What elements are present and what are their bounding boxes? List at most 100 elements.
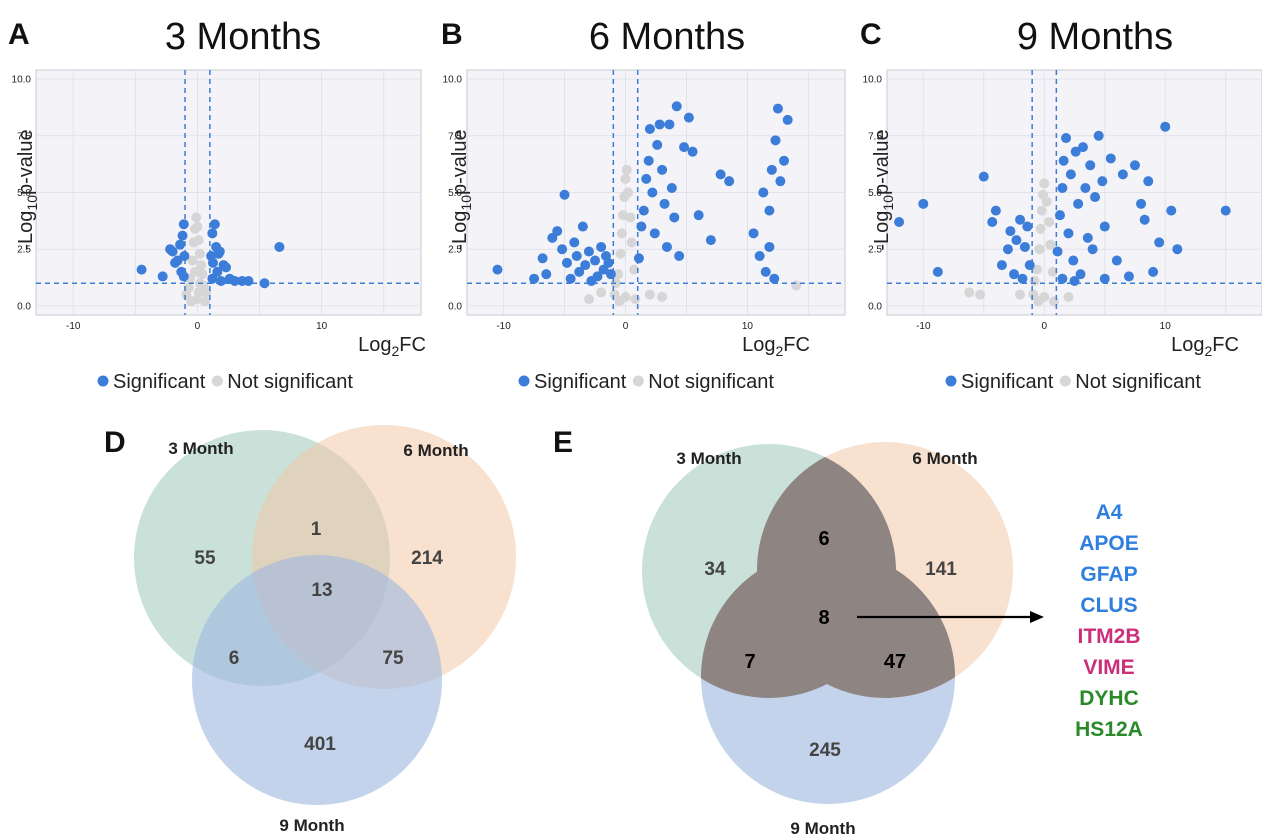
panel-letter-e: E [553, 426, 573, 459]
point-significant [652, 139, 663, 150]
point-significant [638, 205, 649, 216]
y-tick-label: 5.0 [17, 188, 31, 199]
panel-letter-c: C [860, 18, 882, 51]
point-significant [1024, 260, 1035, 271]
gene-label: HS12A [1075, 718, 1143, 741]
gene-label: CLUS [1080, 594, 1137, 617]
point-significant [1111, 255, 1122, 266]
point-significant [657, 164, 668, 175]
x-axis-label: Log2FC [742, 334, 810, 359]
point-significant [918, 198, 929, 209]
point-significant [894, 216, 905, 227]
point-significant [1080, 182, 1091, 193]
point-significant [1166, 205, 1177, 216]
y-tick-label: 2.5 [448, 245, 462, 256]
point-significant [705, 235, 716, 246]
point-not-significant [192, 221, 203, 232]
venn-d-count-all: 13 [311, 580, 332, 601]
point-significant [1099, 221, 1110, 232]
legend-label-significant: Significant [534, 371, 627, 393]
point-significant [1057, 273, 1068, 284]
legend-marker-not-significant [632, 375, 644, 387]
point-significant [592, 271, 603, 282]
x-tick-label: 10 [316, 321, 328, 332]
venn-d-count-3m-9m: 6 [229, 648, 240, 669]
y-tick-label: 7.5 [448, 131, 462, 142]
point-significant [583, 246, 594, 257]
point-significant [1002, 244, 1013, 255]
volcano-panel-c: C 9 Months 0.0 2.5 5.0 7.5 10.0 -10 0 10 -Log10p… [860, 16, 1262, 393]
venn-d-circle-9m [192, 555, 442, 805]
x-tick-label: 0 [623, 321, 629, 332]
point-significant [207, 273, 218, 284]
point-significant [580, 260, 591, 271]
point-significant [537, 253, 548, 264]
point-not-significant [1041, 196, 1052, 207]
venn-d-label-9m: 9 Month [279, 816, 344, 835]
point-significant [664, 119, 675, 130]
y-tick-label: 10.0 [863, 75, 883, 86]
point-significant [679, 142, 690, 153]
venn-panel-d: D 3 Month 6 Month 9 Month 55 214 401 1 6… [104, 425, 516, 835]
point-not-significant [626, 237, 637, 248]
point-significant [666, 182, 677, 193]
venn-e-count-3m-only: 34 [704, 559, 726, 580]
point-significant [214, 246, 225, 257]
venn-d-count-3m-only: 55 [194, 548, 216, 569]
legend-marker-not-significant [1059, 375, 1071, 387]
gene-label: APOE [1079, 532, 1139, 555]
point-significant [541, 269, 552, 280]
point-significant [492, 264, 503, 275]
venn-d-count-3m-6m: 1 [311, 519, 322, 540]
point-significant [990, 205, 1001, 216]
venn-e-count-3m-6m: 6 [818, 528, 829, 550]
point-significant [932, 266, 943, 277]
point-significant [754, 251, 765, 262]
y-tick-label: 7.5 [17, 131, 31, 142]
point-significant [1143, 176, 1154, 187]
y-tick-label: 5.0 [448, 188, 462, 199]
point-significant [996, 260, 1007, 271]
arrow-head-icon [1030, 611, 1044, 623]
volcano-panel-a: A 3 Months 0.0 2.5 5.0 7.5 10.0 -10 0 10 -Log10p… [8, 16, 426, 393]
point-significant [1172, 244, 1183, 255]
venn-e-count-9m-only: 245 [809, 740, 841, 761]
point-significant [569, 237, 580, 248]
point-not-significant [193, 235, 204, 246]
point-significant [1057, 182, 1068, 193]
point-significant [1129, 160, 1140, 171]
y-axis-label: -Log10p-value [15, 129, 40, 250]
point-significant [1105, 153, 1116, 164]
x-axis-label: Log2FC [1171, 334, 1239, 359]
point-significant [772, 103, 783, 114]
point-not-significant [1036, 205, 1047, 216]
point-significant [659, 198, 670, 209]
point-significant [1085, 160, 1096, 171]
point-not-significant [1015, 289, 1026, 300]
point-significant [687, 146, 698, 157]
point-significant [596, 241, 607, 252]
x-tick-label: 10 [742, 321, 754, 332]
point-significant [669, 212, 680, 223]
point-significant [1054, 210, 1065, 221]
point-significant [1022, 221, 1033, 232]
point-significant [1097, 176, 1108, 187]
point-significant [1148, 266, 1159, 277]
x-tick-label: 0 [1041, 321, 1047, 332]
volcano-panel-b: B 6 Months 0.0 2.5 5.0 7.5 10.0 -10 0 10 -Log10p… [441, 16, 846, 393]
point-significant [766, 164, 777, 175]
point-significant [693, 210, 704, 221]
volcano-title-3m: 3 Months [165, 16, 321, 58]
x-tick-label: -10 [916, 321, 931, 332]
point-not-significant [621, 164, 632, 175]
gene-label: ITM2B [1078, 625, 1141, 648]
point-not-significant [613, 269, 624, 280]
point-significant [209, 219, 220, 230]
point-significant [157, 271, 168, 282]
point-significant [1082, 232, 1093, 243]
point-not-significant [620, 173, 631, 184]
point-not-significant [583, 294, 594, 305]
legend-label-not-significant: Not significant [1075, 371, 1201, 393]
point-significant [136, 264, 147, 275]
